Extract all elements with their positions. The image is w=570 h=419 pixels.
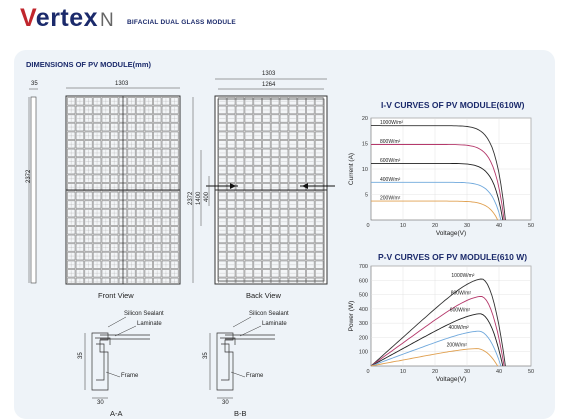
side-view (28, 88, 38, 284)
series-curve-1-3 (370, 330, 502, 367)
pv-series-label: 600W/m² (450, 308, 471, 314)
x-tick-label: 40 (496, 369, 502, 375)
y-axis-label: Current (A) (348, 153, 355, 185)
chart-plot-area-1 (370, 265, 532, 367)
y-tick-label: 400 (359, 307, 368, 313)
aa-laminate-label: Laminate (137, 321, 162, 327)
bb-laminate-label: Laminate (262, 321, 287, 327)
iv-series-label: 1000W/m² (380, 120, 403, 126)
x-tick-label: 40 (496, 223, 502, 229)
y-tick-label: 15 (362, 142, 368, 148)
series-curve-0-1 (371, 144, 505, 221)
bb-silicon-label: Silicon Sealant (249, 311, 289, 317)
y-tick-label: 100 (359, 350, 368, 356)
y-tick-label: 200 (359, 335, 368, 341)
series-curve-1-2 (370, 313, 504, 367)
x-axis-label: Voltage(V) (436, 230, 466, 237)
y-tick-label: 20 (362, 116, 368, 122)
section-bb-caption: B-B (234, 409, 247, 418)
section-bb-drawing (209, 316, 275, 399)
series-curve-0-2 (371, 162, 504, 221)
pv-series-label: 400W/m² (449, 325, 470, 331)
origin-tick-label: 0 (366, 369, 369, 375)
pv-chart-title: P-V CURVES OF PV MODULE(610 W) (378, 252, 528, 262)
series-curve-0-0 (371, 125, 506, 221)
y-tick-label: 600 (359, 278, 368, 284)
pv-series-label: 800W/m² (451, 290, 472, 296)
y-tick-label: 5 (365, 193, 368, 199)
brand-initial: V (20, 4, 36, 32)
x-tick-label: 10 (400, 369, 406, 375)
front-view (65, 87, 181, 285)
brand-logo: Vertex (20, 4, 98, 33)
bb-frame-label: Frame (246, 373, 264, 379)
iv-series-label: 200W/m² (380, 196, 401, 202)
iv-series-label: 800W/m² (380, 139, 401, 145)
front-view-caption: Front View (98, 291, 134, 300)
x-tick-label: 20 (432, 223, 438, 229)
iv-series-label: 600W/m² (380, 158, 401, 164)
x-tick-label: 30 (464, 223, 470, 229)
back-inner-width-label: 1264 (262, 82, 276, 88)
pv-series-label: 200W/m² (447, 343, 468, 349)
origin-tick-label: 0 (366, 223, 369, 229)
series-curve-1-1 (370, 295, 505, 367)
dimensions-title: DIMENSIONS OF PV MODULE(mm) (26, 60, 152, 69)
x-axis-label: Voltage(V) (436, 376, 466, 383)
page-header: Vertex N BIFACIAL DUAL GLASS MODULE (0, 0, 570, 48)
series-curve-1-4 (370, 348, 499, 367)
front-width-label: 1303 (115, 81, 129, 87)
section-aa-caption: A-A (110, 409, 123, 418)
iv-chart-title: I-V CURVES OF PV MODULE(610W) (381, 100, 525, 110)
series-curve-1-0 (370, 278, 506, 367)
y-tick-label: 700 (359, 264, 368, 270)
series-curve-0-3 (371, 181, 502, 221)
x-tick-label: 30 (464, 369, 470, 375)
y-tick-label: 500 (359, 293, 368, 299)
y-tick-label: 300 (359, 321, 368, 327)
back-view (192, 78, 335, 285)
section-aa-drawing (84, 316, 150, 399)
brand-name-rest: ertex (35, 4, 99, 32)
pv-series-label: 1000W/m² (451, 273, 474, 279)
side-thickness-label: 35 (31, 81, 38, 87)
series-curve-0-4 (371, 200, 499, 221)
back-view-caption: Back View (246, 291, 281, 300)
aa-frame-label: Frame (121, 373, 139, 379)
x-tick-label: 10 (400, 223, 406, 229)
brand-suffix: N (100, 10, 114, 31)
bb-width-label: 30 (222, 400, 229, 406)
y-axis-label: Power (W) (348, 301, 355, 332)
aa-width-label: 30 (97, 400, 104, 406)
x-tick-label: 50 (528, 223, 534, 229)
y-tick-label: 10 (362, 167, 368, 173)
x-tick-label: 20 (432, 369, 438, 375)
back-outer-width-label: 1303 (262, 71, 276, 77)
aa-silicon-label: Silicon Sealant (124, 311, 164, 317)
x-tick-label: 50 (528, 369, 534, 375)
iv-series-label: 400W/m² (380, 177, 401, 183)
product-subtitle: BIFACIAL DUAL GLASS MODULE (127, 19, 236, 26)
